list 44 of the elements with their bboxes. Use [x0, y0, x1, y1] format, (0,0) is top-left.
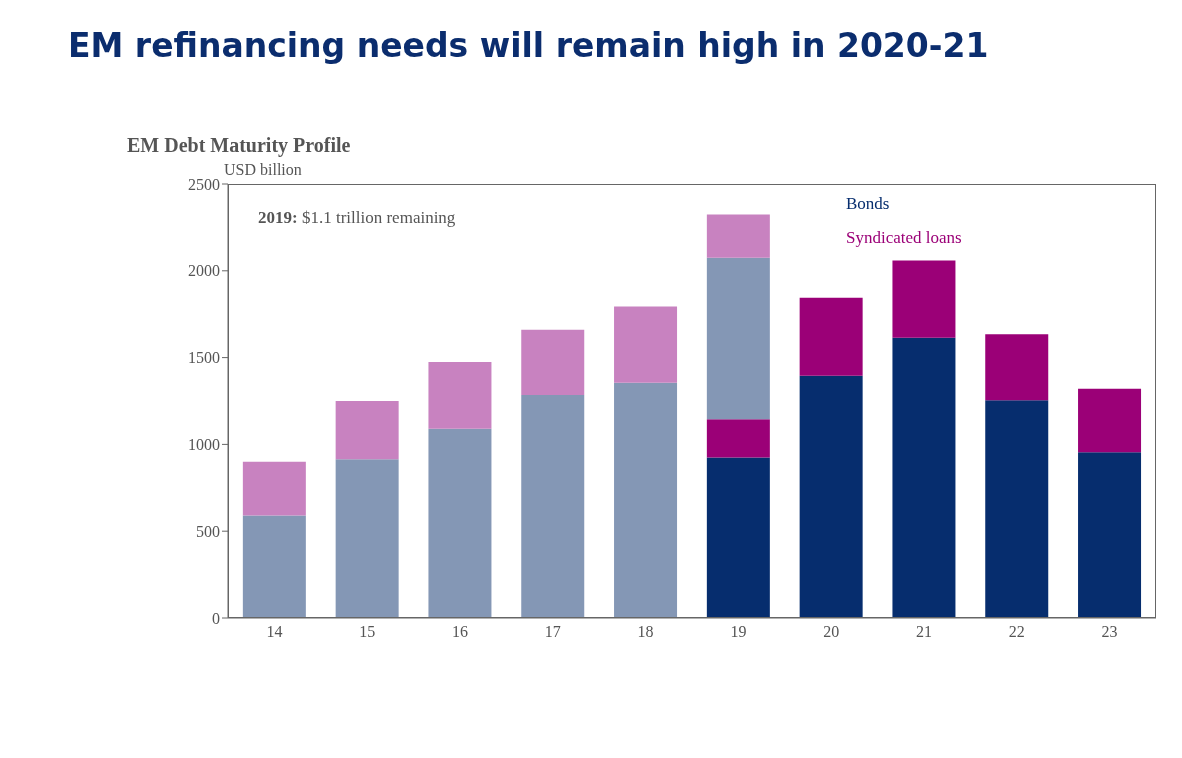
y-tick-label: 2000: [188, 262, 220, 280]
bar: [1078, 452, 1142, 618]
bar: [892, 337, 956, 618]
x-tick-label: 15: [359, 623, 376, 641]
x-tick-label: 19: [730, 623, 747, 641]
bar: [335, 401, 399, 460]
x-tick-label: 21: [916, 623, 932, 641]
bar: [428, 361, 492, 429]
y-tick-label: 0: [212, 609, 220, 627]
bar: [614, 382, 678, 618]
chart-subtitle: EM Debt Maturity Profile: [127, 134, 351, 157]
bar: [706, 419, 770, 458]
text: Bonds: [846, 194, 891, 214]
bar: [614, 306, 678, 383]
bar: [706, 257, 770, 420]
series-label: Syndicated loans: [846, 228, 962, 248]
x-tick-label: 18: [637, 623, 654, 641]
bar: [706, 214, 770, 258]
bar: [1078, 388, 1142, 453]
bar: [242, 461, 306, 516]
x-tick-label: 16: [452, 623, 468, 641]
x-tick-label: 17: [544, 623, 561, 641]
bar: [985, 334, 1049, 401]
bar: [799, 375, 863, 618]
y-tick-label: 1500: [188, 349, 220, 367]
x-tick-label: 14: [266, 623, 283, 641]
y-tick-label: 2500: [188, 175, 220, 193]
x-tick-label: 20: [823, 623, 840, 641]
x-tick-label: 22: [1008, 623, 1025, 641]
y-tick-label: 500: [196, 522, 220, 540]
bar: [985, 400, 1049, 618]
bar: [242, 515, 306, 618]
bar: [428, 428, 492, 618]
y-tick-label: 1000: [188, 436, 220, 454]
bar: [892, 260, 956, 338]
bar: [799, 297, 863, 376]
bar: [706, 457, 770, 618]
bar: [521, 329, 585, 395]
bar: [335, 459, 399, 618]
chart-title: EM refinancing needs will remain high in 2020-21: [68, 26, 989, 65]
x-tick-label: 23: [1101, 623, 1118, 641]
annotation: 2019: $1.1 trillion remaining: [258, 208, 456, 227]
y-axis-title: USD billion: [224, 161, 302, 179]
bar: [521, 394, 585, 618]
